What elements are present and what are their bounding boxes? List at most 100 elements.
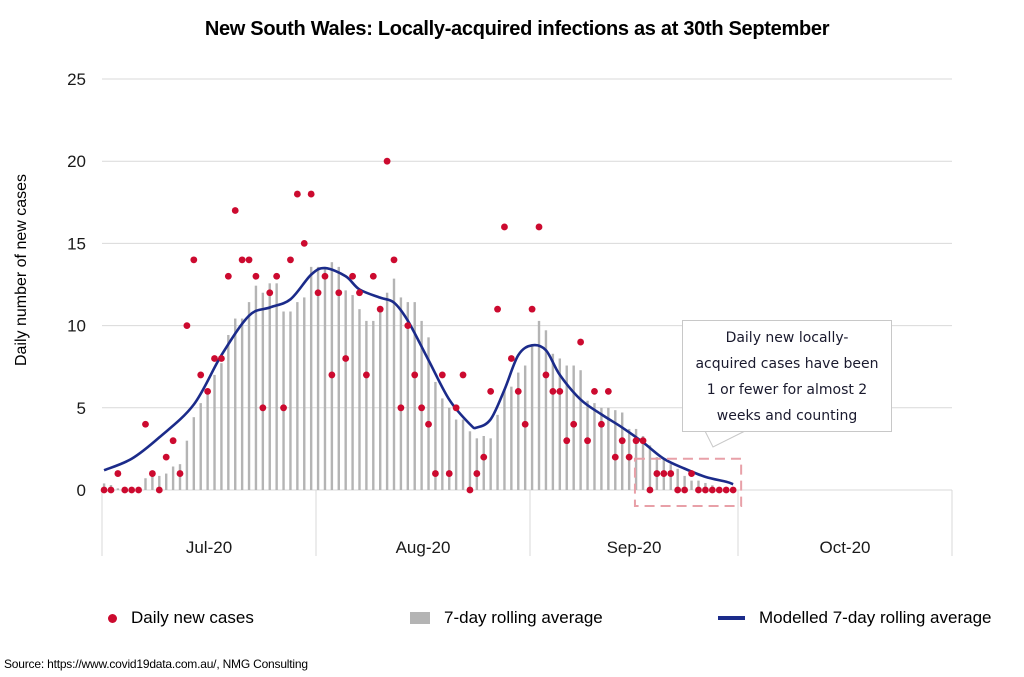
rolling-average-bar xyxy=(648,445,652,490)
daily-case-dot xyxy=(135,486,142,494)
daily-case-dot xyxy=(362,371,370,379)
daily-case-dot xyxy=(618,437,626,445)
daily-case-dot xyxy=(107,486,115,494)
daily-case-dot xyxy=(452,404,460,412)
rolling-average-bar xyxy=(240,318,244,490)
rolling-average-bar xyxy=(344,290,347,490)
daily-case-dot xyxy=(681,486,689,494)
rolling-average-bar xyxy=(337,266,340,490)
rolling-average-bar xyxy=(523,365,527,490)
daily-case-dot xyxy=(121,486,129,494)
rolling-average-bar xyxy=(614,410,617,490)
daily-case-dot xyxy=(702,486,709,494)
daily-case-dot xyxy=(591,387,598,395)
rolling-average-bar xyxy=(185,440,189,490)
rolling-average-bar xyxy=(621,412,624,490)
rolling-average-bar xyxy=(434,381,437,490)
daily-case-dot xyxy=(128,486,136,494)
daily-case-dot xyxy=(501,223,508,231)
rolling-average-bar xyxy=(372,320,375,490)
rolling-average-bar xyxy=(482,435,485,490)
daily-case-dot xyxy=(273,272,281,280)
rolling-average-bar xyxy=(427,337,430,490)
chart-title: New South Wales: Locally-acquired infect… xyxy=(204,18,830,40)
rolling-average-bar xyxy=(206,389,209,490)
rolling-average-bar xyxy=(385,292,389,490)
rolling-average-bar xyxy=(144,478,147,490)
daily-case-dot xyxy=(528,305,536,313)
daily-case-dot xyxy=(514,387,522,395)
y-tick-label: 25 xyxy=(67,70,86,89)
daily-case-dot xyxy=(598,420,605,428)
modelled-average-line xyxy=(103,266,734,486)
daily-case-dot xyxy=(114,470,122,477)
rolling-average-bar xyxy=(199,403,202,490)
daily-case-dot xyxy=(695,486,702,494)
rolling-average-bar xyxy=(676,468,679,490)
daily-case-dot xyxy=(314,289,322,297)
annotation-text: Daily new locally- acquired cases have b… xyxy=(695,330,879,424)
daily-case-dot xyxy=(197,371,205,379)
daily-case-dot xyxy=(148,470,156,477)
daily-case-dot xyxy=(632,437,640,445)
daily-case-dot xyxy=(231,207,239,214)
x-tick-label: Sep-20 xyxy=(607,538,662,557)
rolling-average-bar xyxy=(600,407,603,490)
daily-case-dot xyxy=(473,470,481,477)
rolling-average-bar xyxy=(468,431,472,490)
daily-case-dot xyxy=(293,190,301,198)
rolling-average-bar xyxy=(690,480,693,490)
rolling-average-bar xyxy=(544,330,548,490)
y-axis-ticks: 0 5 10 15 20 25 xyxy=(67,70,86,500)
rolling-average-bar xyxy=(683,475,686,490)
rolling-average-bar xyxy=(454,419,458,490)
rolling-average-bar xyxy=(268,283,271,490)
rolling-average-bar xyxy=(448,407,451,490)
rolling-average-bar xyxy=(607,407,610,490)
legend-label: 7-day rolling average xyxy=(444,608,603,627)
rolling-average-bar xyxy=(461,419,465,490)
daily-case-dot xyxy=(142,420,149,428)
rolling-average-bar xyxy=(489,438,492,490)
daily-case-dot xyxy=(211,355,218,362)
daily-case-dot xyxy=(445,470,453,477)
rolling-average-bar xyxy=(704,482,707,490)
rolling-average-bar xyxy=(227,334,230,490)
rolling-average-bar xyxy=(158,475,161,490)
daily-case-dot xyxy=(466,486,474,494)
rolling-average-bar xyxy=(192,417,196,490)
daily-case-dot xyxy=(252,272,260,280)
daily-case-dot xyxy=(397,404,405,412)
y-tick-label: 15 xyxy=(67,234,86,253)
rolling-average-bar xyxy=(379,311,382,490)
rolling-average-bar xyxy=(323,266,327,490)
daily-case-dot xyxy=(100,486,108,494)
daily-case-dot xyxy=(674,486,682,494)
daily-case-dot xyxy=(660,470,668,477)
daily-case-dot xyxy=(653,470,661,477)
daily-case-dot xyxy=(535,223,543,231)
daily-case-dot xyxy=(335,289,343,297)
legend-item-modelled-average: Modelled 7-day rolling average xyxy=(718,608,991,628)
rolling-average-bar xyxy=(178,464,182,490)
daily-case-dot xyxy=(425,420,432,428)
rolling-average-bar xyxy=(247,302,251,490)
daily-case-dot xyxy=(155,486,163,494)
y-tick-label: 0 xyxy=(77,481,86,500)
highlight-box xyxy=(633,457,743,508)
x-tick-label: Aug-20 xyxy=(396,538,451,557)
rolling-average-bar xyxy=(503,389,506,490)
daily-case-dot xyxy=(556,387,564,395)
callout-tail xyxy=(704,430,746,448)
rolling-average-bar xyxy=(496,414,499,490)
y-tick-label: 20 xyxy=(67,152,86,171)
daily-case-dot xyxy=(480,453,488,461)
rolling-average-bar xyxy=(565,365,568,490)
annotation-callout: Daily new locally- acquired cases have b… xyxy=(682,320,892,432)
rolling-average-bar xyxy=(165,473,168,490)
rolling-average-bar xyxy=(697,480,700,490)
daily-case-dot xyxy=(176,470,184,477)
rolling-average-bar xyxy=(358,309,361,490)
rolling-average-bar xyxy=(171,466,175,490)
modelled-line xyxy=(103,266,734,486)
